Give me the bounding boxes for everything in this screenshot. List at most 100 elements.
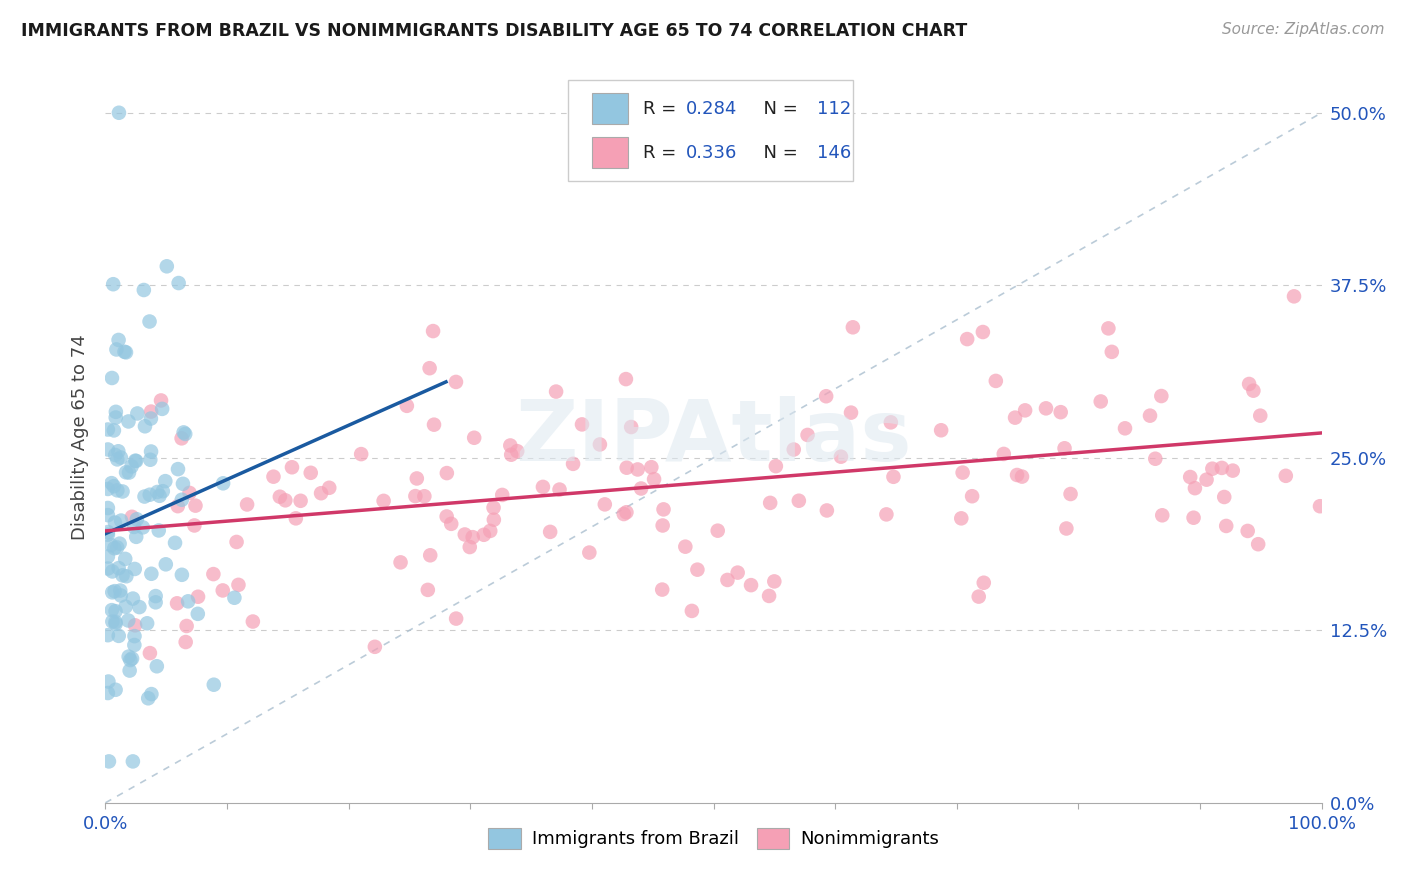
Point <box>269 490 291 504</box>
Point <box>110 589 132 603</box>
Point <box>124 629 146 643</box>
Point <box>318 481 340 495</box>
Point <box>118 466 141 480</box>
Point <box>118 664 141 678</box>
Point <box>499 438 522 452</box>
Point <box>1139 409 1161 423</box>
Point <box>1090 394 1112 409</box>
Point <box>960 489 983 503</box>
Point <box>107 561 129 575</box>
Point <box>167 276 190 290</box>
Point <box>405 471 427 485</box>
Point <box>1237 376 1260 391</box>
Point <box>274 493 297 508</box>
Point <box>546 384 568 399</box>
Point <box>972 325 994 339</box>
Text: N =: N = <box>752 144 804 161</box>
Text: 146: 146 <box>817 144 851 161</box>
Point <box>571 417 593 432</box>
Point <box>1144 451 1167 466</box>
Point <box>1004 410 1026 425</box>
Point <box>166 596 188 610</box>
Point <box>114 344 136 359</box>
Point <box>141 566 163 581</box>
Point <box>1213 490 1236 504</box>
Point <box>290 493 312 508</box>
Point <box>1059 487 1081 501</box>
Point <box>183 518 205 533</box>
Point <box>107 629 129 643</box>
Point <box>562 457 585 471</box>
Point <box>993 447 1015 461</box>
Point <box>105 541 128 555</box>
Point <box>100 476 122 491</box>
Text: R =: R = <box>643 100 682 118</box>
Point <box>170 492 193 507</box>
Point <box>1184 481 1206 495</box>
Point <box>139 411 162 425</box>
Point <box>1247 537 1270 551</box>
Point <box>146 659 169 673</box>
Point <box>150 393 173 408</box>
Point <box>155 474 177 488</box>
Point <box>104 410 127 425</box>
Point <box>578 545 600 559</box>
Point <box>187 607 209 621</box>
Point <box>97 524 120 539</box>
Point <box>686 563 709 577</box>
Point <box>136 691 159 706</box>
Point <box>627 462 650 476</box>
Point <box>681 604 703 618</box>
Point <box>115 466 138 480</box>
Point <box>614 372 637 386</box>
Point <box>107 444 129 458</box>
Point <box>501 448 523 462</box>
Point <box>616 505 638 519</box>
Point <box>413 489 436 503</box>
Point <box>202 678 225 692</box>
Point <box>1215 519 1237 533</box>
Point <box>101 615 124 629</box>
Text: R =: R = <box>643 144 682 161</box>
Point <box>482 500 505 515</box>
Point <box>139 444 162 458</box>
Point <box>616 460 638 475</box>
Point <box>395 399 418 413</box>
Point <box>104 448 127 462</box>
Point <box>124 454 146 468</box>
Point <box>179 486 201 500</box>
Point <box>97 508 120 522</box>
Point <box>150 401 173 416</box>
Point <box>389 555 412 569</box>
Point <box>145 595 167 609</box>
Point <box>1035 401 1057 416</box>
Text: ZIPAtlas: ZIPAtlas <box>515 395 912 479</box>
Point <box>1005 468 1028 483</box>
Point <box>815 503 838 517</box>
Point <box>103 479 125 493</box>
Point <box>491 488 513 502</box>
Point <box>463 431 485 445</box>
Point <box>1211 461 1233 475</box>
Point <box>740 578 762 592</box>
Point <box>281 460 304 475</box>
Point <box>124 562 146 576</box>
Point <box>548 483 571 497</box>
Point <box>1249 409 1271 423</box>
Point <box>103 424 125 438</box>
Point <box>1049 405 1071 419</box>
Point <box>111 568 134 582</box>
Point <box>127 407 149 421</box>
Point <box>212 476 235 491</box>
Point <box>640 460 662 475</box>
Point <box>139 488 162 502</box>
Point <box>673 540 696 554</box>
Point <box>121 651 143 665</box>
Point <box>146 485 169 500</box>
Point <box>956 332 979 346</box>
Point <box>115 345 138 359</box>
Point <box>461 530 484 544</box>
Point <box>419 361 441 376</box>
Point <box>1201 461 1223 475</box>
Point <box>440 516 463 531</box>
